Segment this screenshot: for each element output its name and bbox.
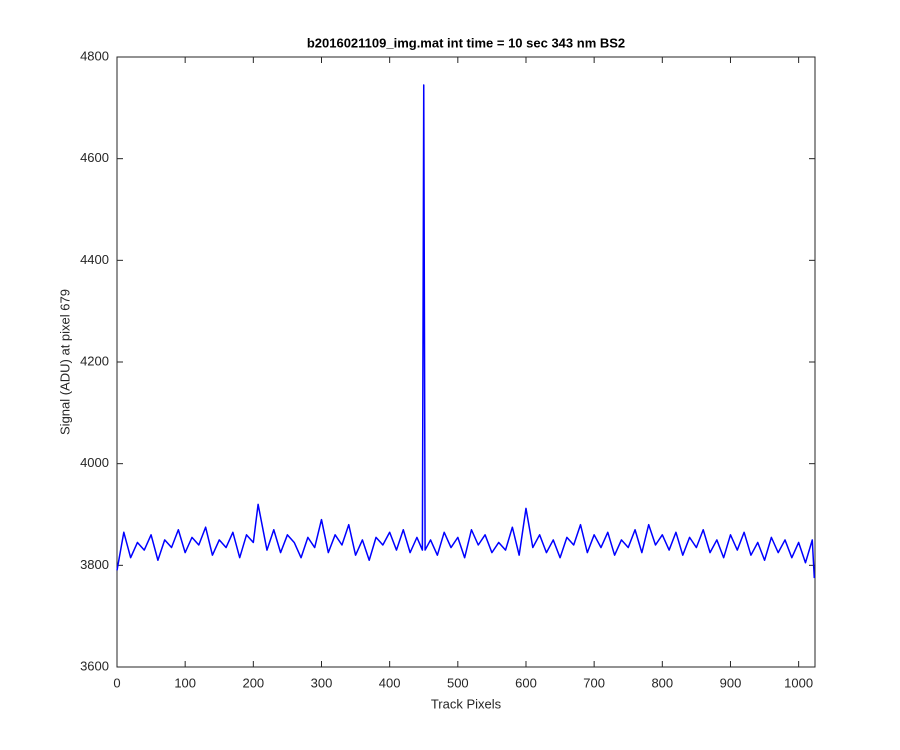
x-tick-label: 700 (583, 675, 605, 690)
y-tick-label: 3600 (80, 658, 109, 673)
x-tick-label: 0 (113, 675, 120, 690)
x-tick-label: 800 (651, 675, 673, 690)
chart-title: b2016021109_img.mat int time = 10 sec 34… (307, 35, 625, 50)
x-tick-label: 100 (174, 675, 196, 690)
x-tick-label: 300 (311, 675, 333, 690)
y-tick-label: 3800 (80, 557, 109, 572)
x-tick-label: 200 (242, 675, 264, 690)
y-tick-label: 4800 (80, 48, 109, 63)
y-tick-label: 4000 (80, 455, 109, 470)
x-tick-label: 500 (447, 675, 469, 690)
x-tick-label: 400 (379, 675, 401, 690)
y-tick-label: 4400 (80, 252, 109, 267)
y-axis-label: Signal (ADU) at pixel 679 (57, 289, 72, 435)
x-tick-label: 600 (515, 675, 537, 690)
y-tick-label: 4600 (80, 150, 109, 165)
x-axis-label: Track Pixels (431, 696, 502, 711)
y-tick-label: 4200 (80, 353, 109, 368)
x-tick-label: 900 (720, 675, 742, 690)
line-series (116, 84, 816, 579)
x-tick-label: 1000 (784, 675, 813, 690)
